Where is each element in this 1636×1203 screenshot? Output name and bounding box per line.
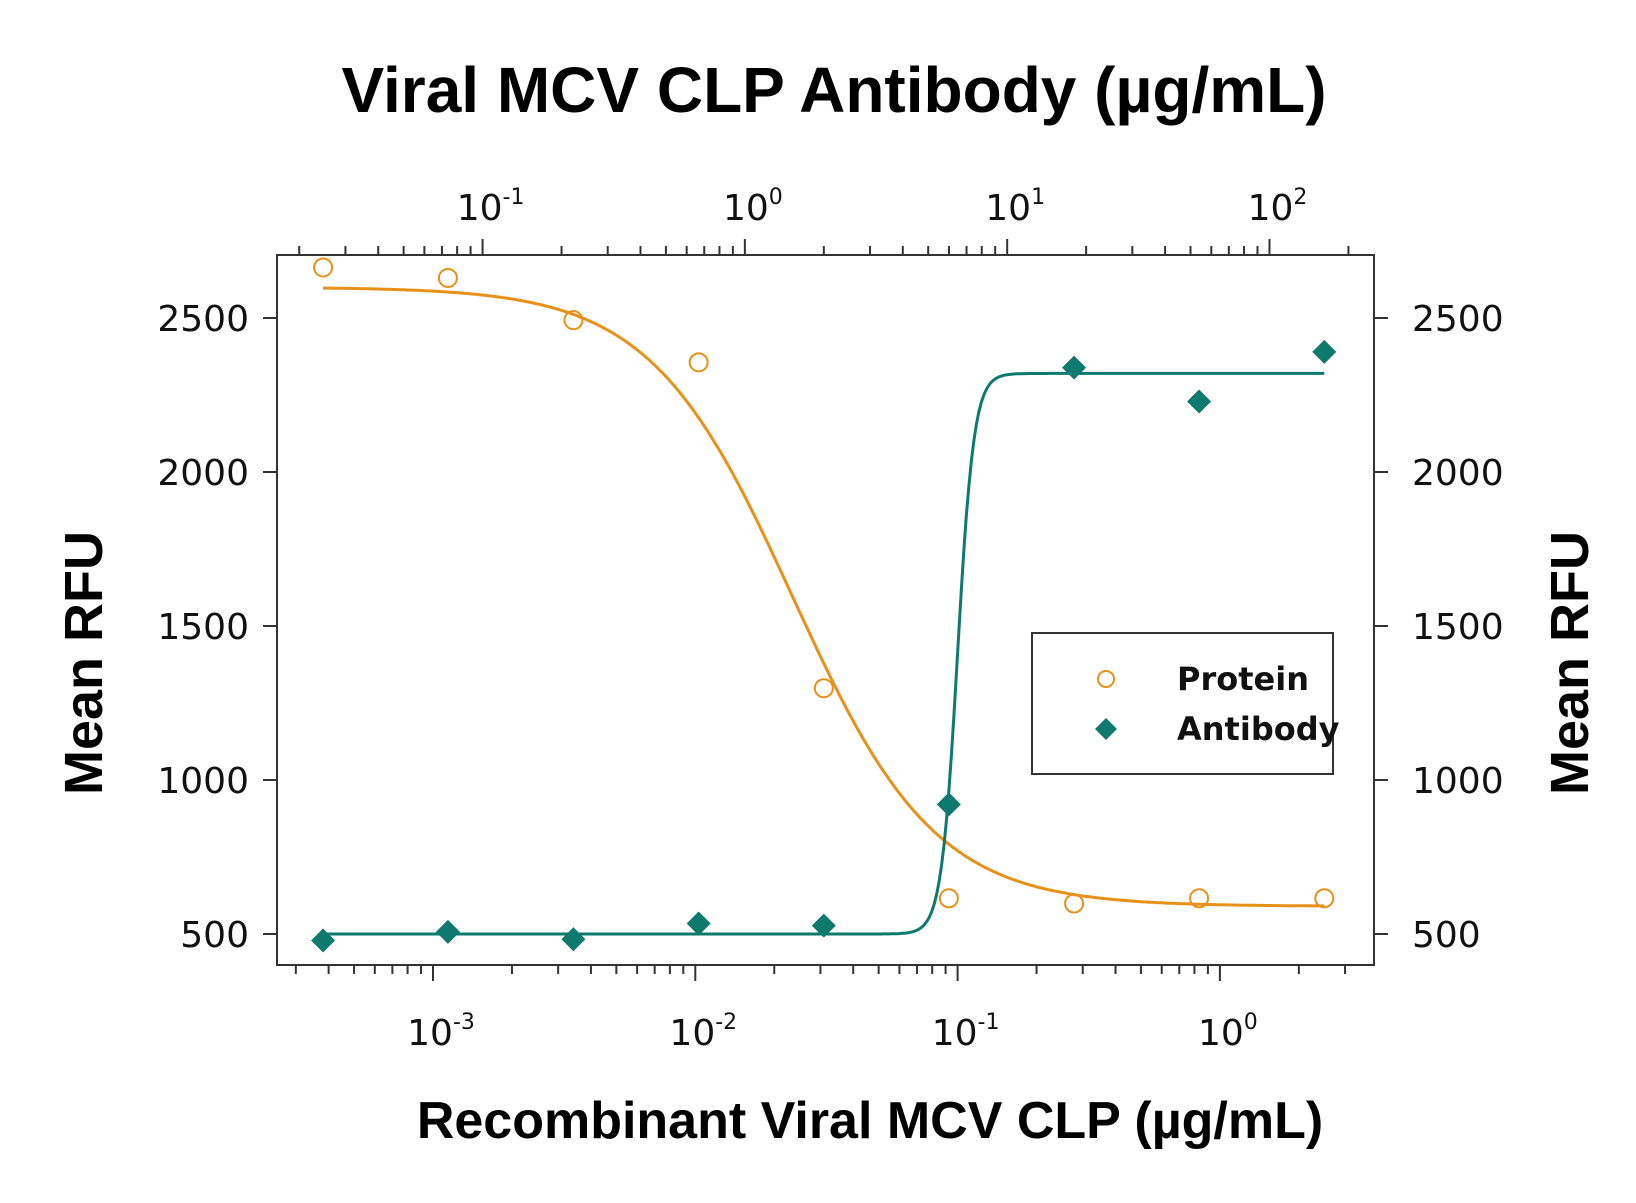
x-tick-label: 100 bbox=[1198, 1010, 1258, 1054]
y-tick-label-right: 1000 bbox=[1412, 761, 1504, 802]
y-tick-label-left: 500 bbox=[180, 915, 249, 956]
antibody-data-point bbox=[686, 911, 711, 936]
protein-data-point bbox=[1314, 888, 1335, 909]
antibody-data-point bbox=[1312, 339, 1337, 364]
top-x-tick-label: 102 bbox=[1248, 185, 1308, 229]
fit-curves bbox=[323, 286, 1325, 936]
legend-antibody-marker bbox=[1095, 718, 1117, 740]
antibody-data-point bbox=[561, 927, 586, 952]
legend-protein-label: Protein bbox=[1177, 660, 1309, 698]
antibody-data-point bbox=[435, 919, 460, 944]
y-tick-label-left: 2000 bbox=[157, 453, 249, 494]
legend: Protein Antibody bbox=[1031, 632, 1340, 775]
y-tick-label-right: 1500 bbox=[1412, 607, 1504, 648]
legend-antibody-label: Antibody bbox=[1177, 710, 1340, 748]
y-tick-label-right: 2000 bbox=[1412, 453, 1504, 494]
legend-box bbox=[1031, 632, 1334, 775]
antibody-data-point bbox=[811, 913, 836, 938]
y-tick-label-left: 2500 bbox=[157, 299, 249, 340]
chart-title: Viral MCV CLP Antibody (µg/mL) bbox=[341, 54, 1326, 126]
antibody-data-point bbox=[311, 928, 336, 953]
y-tick-label-left: 1000 bbox=[157, 761, 249, 802]
protein-data-point bbox=[813, 678, 834, 699]
plot-frame bbox=[276, 254, 1375, 966]
x-tick-label: 10-3 bbox=[407, 1010, 475, 1054]
data-points bbox=[311, 257, 1337, 953]
x-tick-label: 10-1 bbox=[932, 1010, 1000, 1054]
y-tick-label-left: 1500 bbox=[157, 607, 249, 648]
protein-data-point bbox=[688, 352, 709, 373]
antibody-data-point bbox=[936, 792, 961, 817]
y-axis-label-left: Mean RFU bbox=[54, 531, 114, 795]
y-axis-label-right: Mean RFU bbox=[1540, 531, 1600, 795]
top-x-tick-label: 10-1 bbox=[457, 185, 525, 229]
x-tick-label: 10-2 bbox=[669, 1010, 737, 1054]
antibody-data-point bbox=[1062, 355, 1087, 380]
top-x-tick-label: 100 bbox=[723, 185, 783, 229]
protein-data-point bbox=[1189, 888, 1210, 909]
x-axis-label: Recombinant Viral MCV CLP (µg/mL) bbox=[417, 1092, 1323, 1150]
protein-data-point bbox=[313, 257, 334, 278]
protein-data-point bbox=[437, 267, 458, 288]
antibody-data-point bbox=[1187, 389, 1212, 414]
protein-fit-curve bbox=[323, 286, 1325, 908]
top-x-tick-label: 101 bbox=[985, 185, 1045, 229]
protein-data-point bbox=[1064, 893, 1085, 914]
axes: 10-3 10-2 10-1 100 10-1 100 101 102 500 500 1000 10… bbox=[157, 185, 1503, 1054]
protein-data-point bbox=[563, 310, 584, 331]
y-tick-label-right: 500 bbox=[1412, 915, 1481, 956]
legend-protein-marker bbox=[1097, 670, 1115, 688]
y-tick-label-right: 2500 bbox=[1412, 299, 1504, 340]
protein-data-point bbox=[938, 888, 959, 909]
